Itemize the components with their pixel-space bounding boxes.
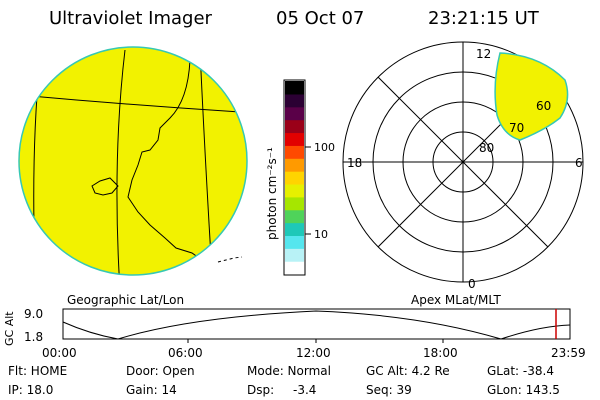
altitude-curve <box>62 310 571 340</box>
mlt-label-12: 12 <box>476 47 491 61</box>
x-tick-0000: 00:00 <box>42 346 77 360</box>
mlat-label-60: 60 <box>536 99 551 113</box>
apex-polar-plot: 12 18 6 0 80 70 60 <box>342 41 584 291</box>
auroral-oval-region <box>494 52 569 141</box>
mlat-label-70: 70 <box>509 121 524 135</box>
color-bar-segment <box>285 235 304 249</box>
x-tick-2359: 23:59 <box>551 346 586 360</box>
instrument-title: Ultraviolet Imager <box>49 8 212 29</box>
color-bar-segment <box>285 222 304 236</box>
island-outline <box>91 177 119 196</box>
mlt-label-0: 0 <box>468 277 476 291</box>
status-gc-alt: GC Alt: 4.2 Re <box>366 364 450 378</box>
color-bar-unit: photon cm⁻²s⁻¹ <box>265 147 279 240</box>
status-door: Door: Open <box>126 364 195 378</box>
geographic-panel-label: Geographic Lat/Lon <box>67 293 184 307</box>
color-bar-tick-10: 10 <box>314 228 328 241</box>
color-bar-segment <box>285 119 304 134</box>
mlt-label-18: 18 <box>347 156 362 170</box>
status-glon: GLon: 143.5 <box>487 383 560 397</box>
geographic-image <box>18 46 248 276</box>
color-bar-segment <box>285 209 304 224</box>
status-dsp-value: -3.4 <box>293 383 317 397</box>
color-bar-segment <box>285 158 304 172</box>
color-bar-segment <box>285 81 304 95</box>
x-tick-1200: 12:00 <box>296 346 331 360</box>
mlt-label-6: 6 <box>575 156 583 170</box>
x-tick-0600: 06:00 <box>168 346 203 360</box>
color-bar-segment <box>285 196 304 211</box>
uv-disk <box>19 47 247 275</box>
status-dsp-label: Dsp: <box>247 383 275 397</box>
parallel-line <box>19 94 241 113</box>
status-seq: Seq: 39 <box>366 383 412 397</box>
color-bar-segment <box>285 171 304 185</box>
color-bar-frame <box>283 79 306 276</box>
altitude-plot-frame <box>62 308 571 340</box>
status-ip: IP: 18.0 <box>8 383 54 397</box>
color-bar-segment <box>285 183 304 198</box>
color-bar-segment <box>285 93 304 108</box>
mlat-label-80: 80 <box>479 141 494 155</box>
status-flt: Flt: HOME <box>8 364 68 378</box>
color-bar-segment <box>285 248 304 262</box>
coastline-offdisk <box>217 256 243 263</box>
disk-edge <box>18 46 248 276</box>
y-tick-1-8: 1.8 <box>24 330 43 344</box>
x-tick-1800: 18:00 <box>423 346 458 360</box>
status-gain: Gain: 14 <box>126 383 177 397</box>
meridian-line <box>116 49 126 275</box>
color-bar-tick-100: 100 <box>314 141 335 154</box>
status-mode: Mode: Normal <box>247 364 331 378</box>
apex-panel-label: Apex MLat/MLT <box>411 293 501 307</box>
color-bar-segment <box>285 132 304 146</box>
color-bar-segment <box>285 145 304 159</box>
color-bar-segment <box>285 106 304 121</box>
status-glat: GLat: -38.4 <box>487 364 554 378</box>
altitude-plot: 9.0 1.8 GC Alt 00:00 06:00 12:00 18:00 2… <box>3 307 586 360</box>
y-tick-9: 9.0 <box>24 307 43 321</box>
coastline <box>127 59 216 269</box>
observation-date: 05 Oct 07 <box>276 8 365 29</box>
color-bar-segment <box>285 261 304 275</box>
altitude-ylabel: GC Alt <box>3 311 16 346</box>
observation-time: 23:21:15 UT <box>428 8 539 29</box>
color-bar <box>283 79 311 276</box>
